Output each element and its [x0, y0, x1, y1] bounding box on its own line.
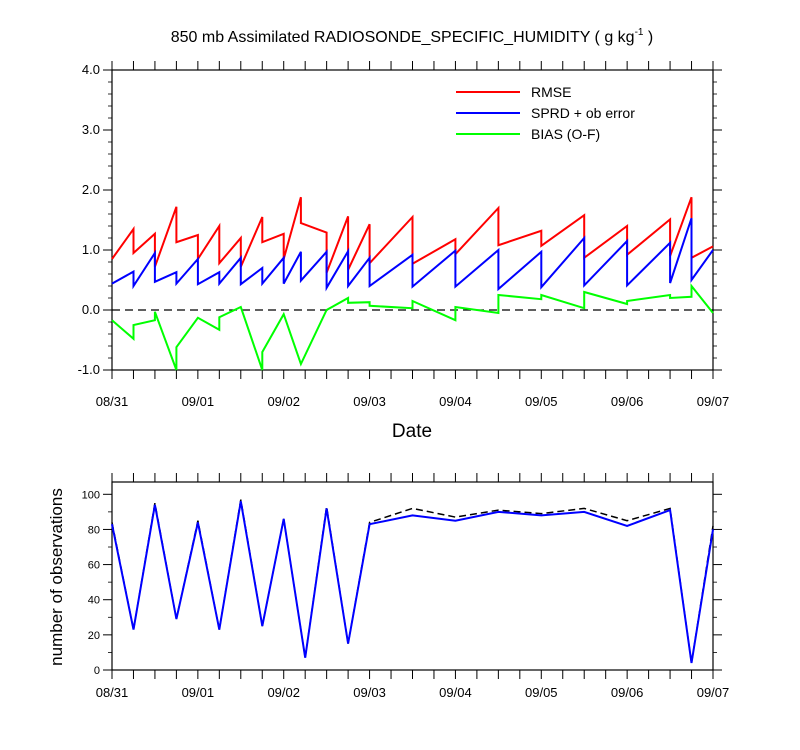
series-line [111, 196, 714, 274]
bottom-y-axis-label: number of observations [47, 488, 66, 666]
top-series-sprd-ob-error [111, 217, 714, 292]
top-x-tick-label: 09/03 [353, 394, 386, 409]
series-line [111, 283, 714, 371]
top-y-tick-label: 3.0 [82, 122, 100, 137]
top-x-tick-label: 08/31 [96, 394, 129, 409]
bottom-y-tick-label: 100 [82, 489, 100, 501]
series-line [111, 217, 714, 292]
top-x-tick-label: 09/04 [439, 394, 472, 409]
bottom-series-assimilated-observations [111, 501, 714, 664]
bottom-x-tick-label: 09/01 [182, 685, 215, 700]
bottom-x-tick-label: 08/31 [96, 685, 129, 700]
bottom-y-tick-label: 40 [88, 595, 100, 607]
legend-label-3: BIAS (O-F) [531, 126, 600, 142]
top-x-tick-label: 09/01 [182, 394, 215, 409]
bottom-x-tick-label: 09/04 [439, 685, 472, 700]
chart-title-end: ) [643, 29, 653, 46]
bottom-y-tick-label: 0 [94, 665, 100, 677]
bottom-plot-frame [111, 481, 714, 671]
bottom-y-tick-label: 20 [88, 630, 100, 642]
legend-label-2: SPRD + ob error [531, 105, 635, 121]
top-legend: RMSE SPRD + ob error BIAS (O-F) [456, 84, 635, 142]
top-x-axis-label: Date [392, 421, 432, 442]
chart-title-superscript: -1 [635, 27, 644, 38]
top-y-tick-label: 1.0 [82, 242, 100, 257]
top-x-tick-label: 09/02 [267, 394, 300, 409]
bottom-x-tick-label: 09/05 [525, 685, 558, 700]
top-chart: -1.0 0.0 1.0 2.0 3.0 4.0 08/31 09/01 09/02 09/03 0… [78, 61, 730, 409]
top-y-tick-label: 4.0 [82, 62, 100, 77]
top-x-tick-label: 09/06 [611, 394, 644, 409]
bottom-y-tick-label: 80 [88, 524, 100, 536]
top-x-tick-label: 09/05 [525, 394, 558, 409]
chart-title-main: 850 mb Assimilated RADIOSONDE_SPECIFIC_H… [171, 29, 635, 46]
top-x-tick-label: 09/07 [697, 394, 730, 409]
top-y-tick-label: 2.0 [82, 182, 100, 197]
bottom-x-tick-label: 09/07 [697, 685, 730, 700]
legend-label-1: RMSE [531, 84, 571, 100]
bottom-x-tick-label: 09/06 [611, 685, 644, 700]
series-line [111, 501, 714, 664]
bottom-y-tick-label: 60 [88, 560, 100, 572]
chart-title: 850 mb Assimilated RADIOSONDE_SPECIFIC_H… [171, 27, 654, 46]
bottom-chart: 0 20 40 60 80 100 08/31 09/01 09/02 09/03 09/04 09/… [82, 473, 730, 700]
top-y-tick-label: -1.0 [78, 362, 100, 377]
bottom-x-tick-label: 09/02 [267, 685, 300, 700]
top-y-tick-label: 0.0 [82, 302, 100, 317]
bottom-x-tick-label: 09/03 [353, 685, 386, 700]
top-series-bias-o-f [111, 283, 714, 371]
